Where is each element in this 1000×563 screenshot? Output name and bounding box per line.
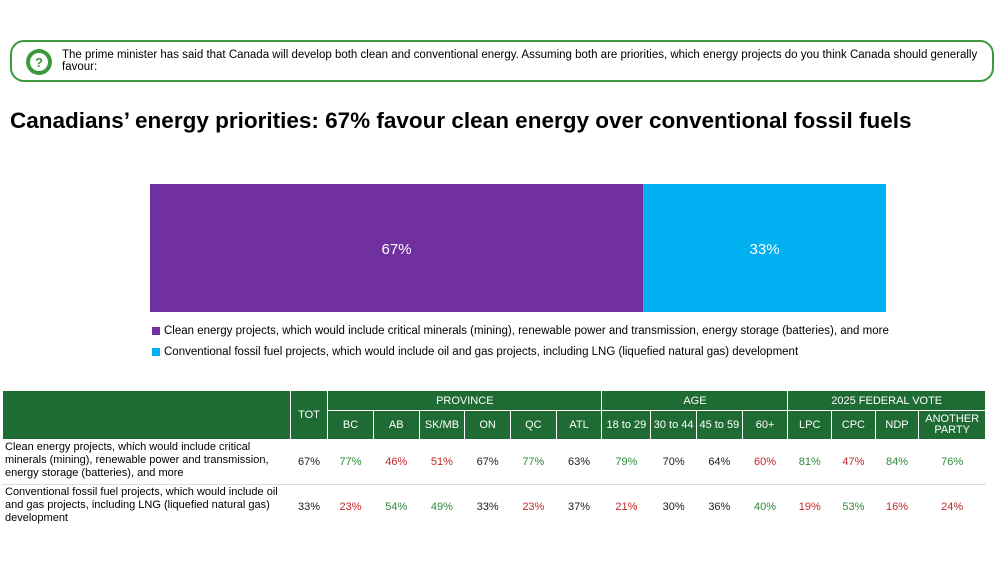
table-cell: 81% [787, 439, 833, 485]
table-cell: 79% [601, 439, 652, 485]
table-row: Conventional fossil fuel projects, which… [2, 484, 986, 530]
table-cell: 67% [464, 439, 511, 485]
table-cell: 40% [741, 484, 789, 530]
legend-label: Clean energy projects, which would inclu… [164, 324, 889, 337]
crosstab-table: TOT PROVINCE AGE 2025 FEDERAL VOTE BC AB SK/M… [2, 390, 986, 530]
table-cell: 84% [874, 439, 920, 485]
header-tot: TOT [289, 390, 329, 440]
table-cell: 64% [695, 439, 743, 485]
column-header: ANOTHER PARTY [918, 410, 986, 440]
table-cell: 53% [831, 484, 876, 530]
column-header: AB [372, 410, 420, 440]
column-header: BC [327, 410, 374, 440]
stacked-bar-chart: 67% 33% [150, 184, 886, 312]
legend-swatch [152, 326, 160, 335]
group-header: 2025 FEDERAL VOTE [787, 390, 986, 411]
question-mark-icon: ? [26, 49, 52, 75]
table-cell: 49% [418, 484, 466, 530]
group-header: PROVINCE [327, 390, 603, 411]
table-cell: 76% [918, 439, 986, 485]
table-cell: 21% [601, 484, 652, 530]
table-cell: 36% [695, 484, 743, 530]
column-header: CPC [831, 410, 876, 440]
table-cell: 33% [464, 484, 511, 530]
table-cell: 77% [327, 439, 374, 485]
column-header: SK/MB [418, 410, 466, 440]
column-header: 18 to 29 [601, 410, 652, 440]
chart-legend: Clean energy projects, which would inclu… [152, 320, 889, 362]
row-label: Conventional fossil fuel projects, which… [2, 484, 291, 530]
column-header: LPC [787, 410, 833, 440]
row-label-text: Clean energy projects, which would inclu… [5, 440, 269, 479]
table-cell: 60% [741, 439, 789, 485]
bar-segment-1 [150, 184, 644, 312]
page-title: Canadians’ energy priorities: 67% favour… [10, 108, 912, 133]
column-header: 60+ [741, 410, 789, 440]
column-header: 30 to 44 [650, 410, 697, 440]
table-cell: 77% [509, 439, 557, 485]
table-corner-cell [2, 390, 291, 440]
table-cell: 23% [327, 484, 374, 530]
column-header: QC [509, 410, 557, 440]
table-cell: 37% [555, 484, 603, 530]
table-cell: 47% [831, 439, 876, 485]
bar-data-label-2: 33% [750, 241, 780, 258]
table-cell: 46% [372, 439, 420, 485]
question-text: The prime minister has said that Canada … [62, 49, 978, 73]
group-header: AGE [601, 390, 789, 411]
legend-entry-2: Conventional fossil fuel projects, which… [152, 341, 889, 362]
legend-swatch [152, 347, 160, 356]
table-cell: 23% [509, 484, 557, 530]
bar-data-label-1: 67% [382, 241, 412, 258]
table-cell: 24% [918, 484, 986, 530]
table-cell: 51% [418, 439, 466, 485]
table-cell: 70% [650, 439, 697, 485]
legend-label: Conventional fossil fuel projects, which… [164, 345, 799, 358]
table-cell: 16% [874, 484, 920, 530]
table-cell: 63% [555, 439, 603, 485]
row-label: Clean energy projects, which would inclu… [2, 439, 291, 485]
table-cell: 67% [289, 439, 329, 485]
row-label-text: Conventional fossil fuel projects, which… [5, 485, 278, 524]
table-row: Clean energy projects, which would inclu… [2, 439, 986, 485]
table-cell: 19% [787, 484, 833, 530]
column-header: ATL [555, 410, 603, 440]
column-header: NDP [874, 410, 920, 440]
table-cell: 54% [372, 484, 420, 530]
table-cell: 30% [650, 484, 697, 530]
table-cell: 33% [289, 484, 329, 530]
legend-entry-1: Clean energy projects, which would inclu… [152, 320, 889, 341]
column-header: 45 to 59 [695, 410, 743, 440]
bar-segment-2 [643, 184, 886, 312]
question-box: ? The prime minister has said that Canad… [10, 40, 994, 82]
column-header: ON [464, 410, 511, 440]
